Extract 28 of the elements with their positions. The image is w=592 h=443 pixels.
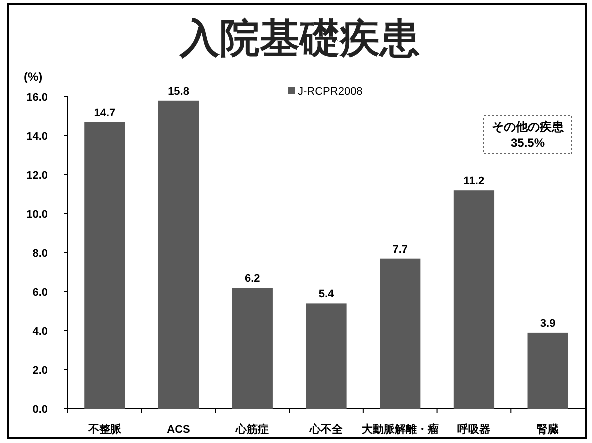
x-tick-label: 不整脈 (87, 423, 122, 436)
data-label: 6.2 (244, 273, 260, 286)
data-label: 15.8 (168, 86, 190, 98)
data-label: 11.2 (464, 176, 485, 188)
y-tick-label: 10.0 (26, 209, 48, 221)
y-tick-label: 12.0 (26, 170, 48, 182)
y-tick-label: 0.0 (32, 404, 48, 416)
x-tick-label: 呼吸器 (458, 423, 491, 436)
legend: J-RCPR2008 (288, 86, 363, 98)
x-tick-label: 大動脈解離・瘤 (362, 423, 439, 436)
data-label: 14.7 (94, 107, 116, 120)
x-tick-label: 心不全 (309, 423, 344, 436)
y-tick-label: 16.0 (26, 92, 48, 104)
y-tick-label: 8.0 (32, 248, 48, 260)
y-tick-label: 2.0 (32, 365, 48, 377)
y-tick-label: 6.0 (32, 287, 48, 299)
chart-title: 入院基礎疾患 (179, 17, 420, 61)
annotation: 35.5% (510, 136, 546, 150)
data-label: 7.7 (392, 244, 408, 256)
x-tick-label: 心筋症 (235, 423, 270, 436)
data-label: 5.4 (318, 288, 336, 301)
y-tick-label: 4.0 (32, 326, 48, 338)
y-axis-title: (%) (24, 70, 43, 84)
y-tick-label: 14.0 (26, 131, 48, 143)
x-tick-label: ACS (167, 424, 190, 436)
x-tick-label: 腎臓 (537, 423, 560, 436)
data-label: 3.9 (540, 318, 556, 330)
annotation: その他の疾患 (492, 120, 565, 134)
